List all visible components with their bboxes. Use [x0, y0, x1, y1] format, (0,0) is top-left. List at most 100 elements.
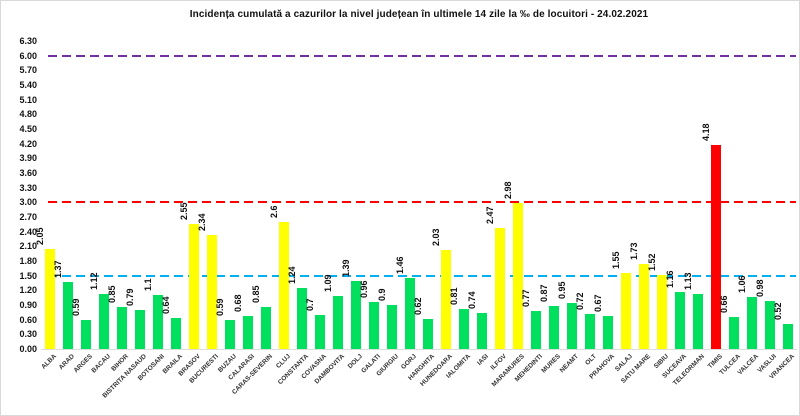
y-tick-label: 3.90 — [19, 153, 37, 164]
bar-brasov — [189, 224, 199, 349]
bar-value-label: 0.81 — [449, 287, 459, 306]
bar-value-label: 2.03 — [431, 228, 441, 246]
bar-value-label: 0.79 — [125, 288, 135, 307]
bar-gorj — [405, 277, 415, 349]
bar-vaslui — [765, 301, 775, 349]
bar-value-label: 0.52 — [773, 302, 783, 320]
bar-value-label: 1.1 — [143, 278, 153, 292]
bar-ialomita — [459, 309, 469, 349]
bar-value-label: 2.98 — [503, 181, 513, 200]
y-tick-label: 2.10 — [19, 241, 37, 252]
bar-value-label: 0.95 — [557, 281, 567, 299]
bar-harghita — [423, 318, 433, 349]
bar-botosani — [153, 295, 163, 349]
bar-value-label: 0.87 — [539, 284, 549, 303]
bar-calarasi — [243, 315, 253, 349]
y-tick-label: 6.00 — [19, 50, 37, 61]
bar-bihor — [117, 307, 127, 349]
bar-mehedinti — [531, 311, 541, 349]
bar-value-label: 0.74 — [467, 291, 477, 309]
bar-dambovita — [333, 295, 343, 349]
bar-salaj — [621, 273, 631, 349]
y-tick-label: 5.70 — [19, 65, 37, 76]
bar-constanta — [297, 288, 307, 349]
bar-value-label: 0.72 — [575, 292, 585, 310]
y-tick-label: 2.40 — [19, 226, 37, 237]
bar-caras-severin — [261, 307, 271, 349]
bar-value-label: 2.34 — [197, 213, 207, 231]
y-tick-label: 4.50 — [19, 124, 37, 134]
bar-satu-mare — [639, 264, 649, 349]
bar-value-label: 4.18 — [701, 123, 711, 141]
bar-neamt — [567, 302, 577, 349]
bar-value-label: 1.24 — [287, 266, 297, 285]
bar-value-label: 1.39 — [341, 259, 351, 278]
y-tick-label: 1.80 — [19, 256, 37, 266]
y-tick-label: 3.00 — [19, 197, 37, 208]
y-tick-label: 4.80 — [19, 109, 37, 120]
threshold-line-1.5 — [48, 274, 796, 277]
bar-bucuresti — [207, 234, 217, 349]
bar-teleorman — [693, 293, 703, 349]
y-tick-label: 0.00 — [19, 344, 37, 354]
bar-bistrita-nasaud — [135, 310, 145, 349]
bar-value-label: 1.46 — [395, 256, 405, 274]
bar-value-label: 1.12 — [89, 272, 99, 291]
bar-ilfov — [495, 228, 505, 349]
bar-giurgiu — [387, 305, 397, 349]
bar-tulcea — [729, 316, 739, 349]
bar-cluj — [279, 221, 289, 349]
bar-value-label: 0.62 — [413, 297, 423, 315]
y-tick-label: 0.90 — [19, 300, 37, 310]
bar-value-label: 1.06 — [737, 275, 747, 294]
y-tick-label: 3.60 — [19, 168, 37, 178]
bar-sibiu — [657, 274, 667, 349]
bar-prahova — [603, 316, 613, 349]
bar-value-label: 1.16 — [665, 270, 675, 289]
bar-value-label: 0.64 — [161, 296, 171, 314]
x-axis-line — [41, 349, 797, 350]
bar-value-label: 0.67 — [593, 294, 603, 313]
bar-value-label: 0.98 — [755, 279, 765, 298]
bar-value-label: 1.52 — [647, 253, 657, 271]
bar-galati — [369, 302, 379, 349]
y-tick-label: 0.30 — [19, 329, 37, 340]
bar-covasna — [315, 314, 325, 349]
bar-value-label: 0.9 — [377, 288, 387, 301]
bar-mures — [549, 306, 559, 349]
y-tick-label: 5.10 — [19, 94, 37, 105]
bar-value-label: 0.85 — [251, 285, 261, 304]
bar-value-label: 1.37 — [53, 260, 63, 279]
threshold-line-3 — [48, 201, 796, 204]
bar-suceava — [675, 292, 685, 349]
bar-timis — [711, 144, 721, 349]
bar-value-label: 1.09 — [323, 274, 333, 292]
bar-value-label: 0.96 — [359, 280, 369, 299]
bar-braila — [171, 317, 181, 349]
bar-value-label: 0.59 — [215, 298, 225, 317]
y-tick-label: 5.40 — [19, 80, 37, 90]
y-tick-label: 3.30 — [19, 182, 37, 193]
bar-value-label: 1.13 — [683, 272, 693, 290]
bar-olt — [585, 313, 595, 349]
bar-value-label: 0.85 — [107, 285, 117, 304]
bar-value-label: 0.77 — [521, 289, 531, 308]
y-tick-label: 1.50 — [19, 270, 37, 281]
threshold-line-6 — [48, 54, 796, 57]
y-tick-label: 6.30 — [19, 36, 37, 46]
bar-value-label: 1.73 — [629, 242, 639, 261]
bar-arges — [81, 320, 91, 349]
bar-value-label: 0.59 — [71, 298, 81, 317]
bar-hunedoara — [441, 249, 451, 349]
bar-maramures — [513, 203, 523, 349]
bar-value-label: 0.7 — [305, 298, 315, 311]
bar-value-label: 0.66 — [719, 295, 729, 313]
bar-value-label: 1.55 — [611, 251, 621, 270]
bar-value-label: 0.68 — [233, 294, 243, 312]
y-tick-label: 4.20 — [19, 138, 37, 149]
chart-title: Incidența cumulată a cazurilor la nivel … — [189, 9, 649, 20]
bar-valcea — [747, 297, 757, 349]
bar-arad — [63, 282, 73, 349]
bar-alba — [45, 248, 55, 349]
